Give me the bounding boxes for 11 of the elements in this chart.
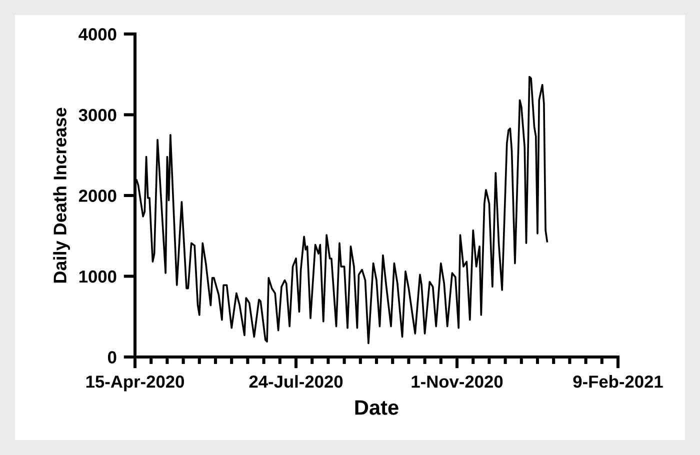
y-tick-label: 3000	[78, 108, 116, 122]
y-tick-label: 4000	[78, 28, 116, 40]
y-tick-label: 0	[108, 351, 116, 364]
y-tick-label: 2000	[78, 190, 116, 202]
x-axis-title: Date	[355, 400, 398, 415]
x-tick-label: 9-Feb-2021	[573, 375, 663, 388]
y-axis-title: Daily Death Increase	[53, 108, 70, 283]
x-tick-label: 1-Nov-2020	[412, 376, 503, 388]
x-tick-label: 24-Jul-2020	[249, 375, 343, 388]
y-tick-label: 1000	[79, 270, 116, 283]
x-tick-label: 15-Apr-2020	[86, 376, 184, 392]
